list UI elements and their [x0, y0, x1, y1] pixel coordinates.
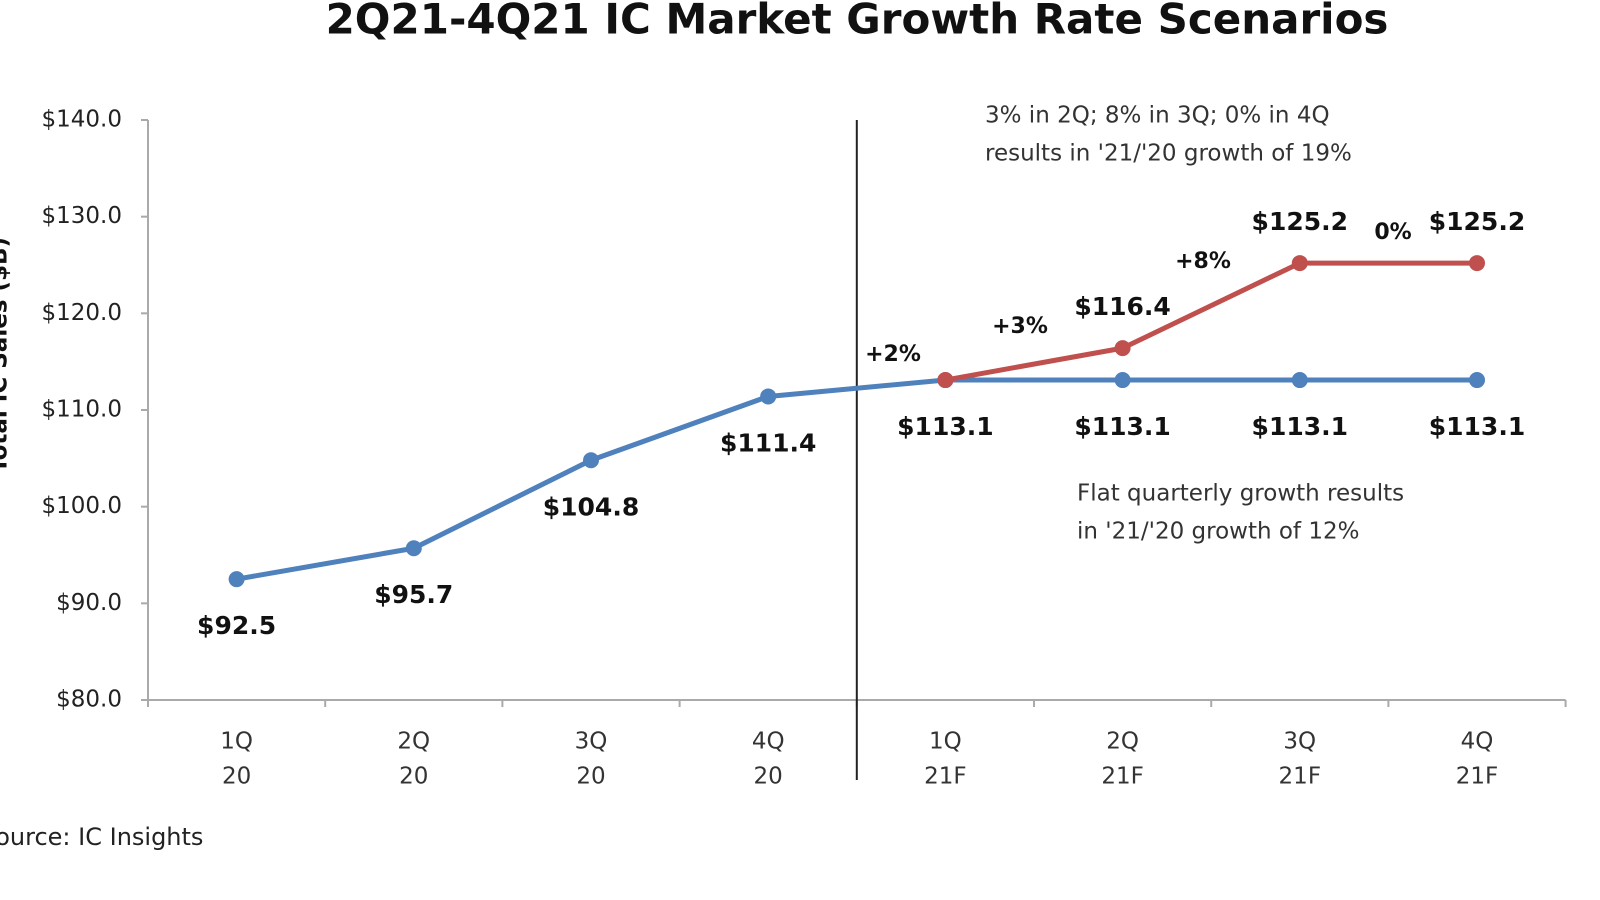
x-tick-label: 3Q [1283, 729, 1316, 755]
x-tick-label: 4Q [752, 729, 785, 755]
note: 3% in 2Q; 8% in 3Q; 0% in 4Q [985, 103, 1330, 129]
x-tick-label: 20 [222, 764, 251, 790]
data-label: $104.8 [543, 492, 639, 521]
point [1291, 255, 1308, 272]
y-tick-label: $100.0 [42, 493, 122, 519]
data-label: $92.5 [197, 611, 276, 640]
x-tick-label: 3Q [575, 729, 608, 755]
data-label: $95.7 [374, 580, 453, 609]
note: Flat quarterly growth results [1077, 481, 1404, 507]
x-tick-label: 4Q [1461, 729, 1494, 755]
point [1469, 372, 1485, 389]
note: results in '21/'20 growth of 19% [985, 141, 1352, 167]
growth-label: 0% [1374, 220, 1411, 245]
point [1291, 372, 1308, 389]
series-line [944, 260, 1477, 383]
data-label: $125.2 [1429, 207, 1525, 236]
y-axis-title: Total IC Sales ($B) [0, 237, 13, 473]
point [1114, 372, 1131, 389]
data-label: $125.2 [1252, 207, 1348, 236]
y-tick-label: $90.0 [56, 590, 122, 616]
growth-label: +3% [992, 314, 1048, 339]
y-tick-label: $140.0 [42, 107, 122, 133]
point [1114, 340, 1131, 357]
data-label: $113.1 [1252, 412, 1348, 441]
source: Source: IC Insights [0, 823, 203, 851]
x-tick-label: 21F [1101, 764, 1144, 790]
x-tick-label: 1Q [220, 729, 253, 755]
x-tick-label: 21F [1456, 764, 1499, 790]
x-tick-label: 21F [924, 764, 967, 790]
x-tick-label: 2Q [1106, 729, 1139, 755]
data-label: $113.1 [897, 412, 993, 441]
point [937, 372, 954, 389]
x-tick-label: 21F [1279, 764, 1322, 790]
x-tick-label: 20 [399, 764, 428, 790]
point [1469, 255, 1485, 272]
x-tick-label: 2Q [397, 729, 430, 755]
point [228, 571, 245, 588]
series-line [236, 377, 1477, 582]
growth-label: +8% [1175, 249, 1231, 274]
x-tick-label: 20 [576, 764, 605, 790]
growth-label: +2% [865, 342, 921, 367]
chart-title: 2Q21-4Q21 IC Market Growth Rate Scenario… [326, 0, 1389, 44]
point [760, 388, 777, 405]
x-tick-label: 20 [754, 764, 783, 790]
data-label: $113.1 [1074, 412, 1170, 441]
data-label: $113.1 [1429, 412, 1525, 441]
data-label: $111.4 [720, 428, 816, 457]
y-tick-label: $110.0 [42, 397, 122, 423]
point [405, 540, 422, 557]
data-label: $116.4 [1074, 292, 1170, 321]
note: in '21/'20 growth of 12% [1077, 519, 1359, 545]
point [583, 452, 599, 469]
y-tick-label: $130.0 [42, 203, 122, 229]
y-tick-label: $80.0 [56, 687, 122, 713]
y-tick-label: $120.0 [42, 300, 122, 326]
x-tick-label: 1Q [929, 729, 962, 755]
